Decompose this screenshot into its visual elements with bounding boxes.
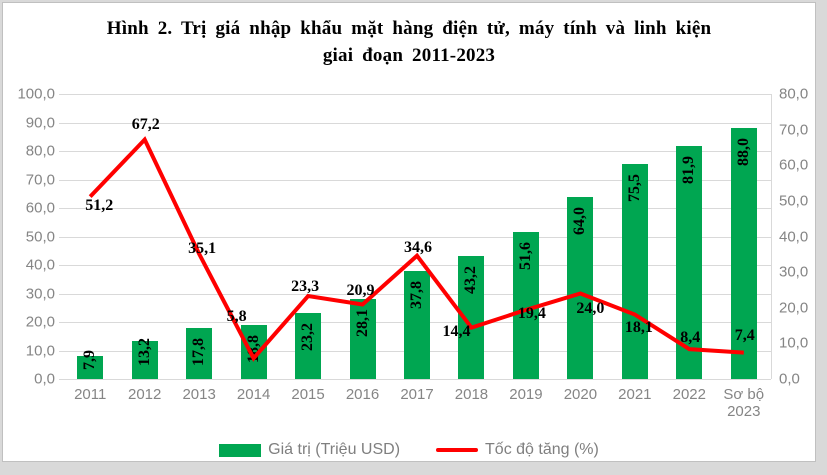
x-axis-label: 2014 — [236, 386, 271, 403]
y-axis-tick-label: 40,0 — [25, 256, 55, 274]
chart-title-line2: giai đoạn 2011-2023 — [322, 45, 496, 66]
y-axis-tick-label: 90,0 — [25, 114, 55, 131]
bar-2011 — [77, 356, 104, 379]
x-axis-label: 2013 — [182, 386, 216, 403]
gridline — [59, 236, 771, 238]
right-axis-tick-label: 80,0 — [779, 85, 809, 103]
gridline — [59, 94, 771, 95]
x-axis-label: Sơ bộ 2023 — [723, 386, 765, 420]
y-axis-tick-label: 60,0 — [25, 199, 55, 217]
x-axis-label: 2016 — [345, 386, 380, 403]
growth-line — [88, 136, 744, 362]
y-axis-tick-label: 80,0 — [25, 142, 55, 160]
growth-line-layer — [88, 136, 744, 362]
line-value-label: 23,3 — [291, 277, 320, 295]
bar-2014 — [240, 325, 267, 379]
legend-label-growth: Tốc độ tăng (%) — [485, 441, 599, 458]
right-axis-tick-label: 50,0 — [779, 192, 809, 210]
right-axis-line — [771, 94, 772, 379]
right-axis-tick-label: 0,0 — [779, 370, 800, 388]
line-value-label: 7,4 — [734, 326, 755, 344]
bar-2015 — [295, 312, 322, 379]
legend-item-growth: Tốc độ tăng (%) — [436, 441, 599, 459]
y-axis-tick-label: 20,0 — [25, 313, 55, 331]
x-axis-label: 2019 — [509, 386, 543, 403]
gridline — [59, 151, 771, 152]
chart-panel: Hình 2. Trị giá nhập khẩu mặt hàng điện … — [2, 2, 816, 462]
bar-2016 — [349, 298, 376, 379]
chart-legend: Giá trị (Triệu USD) Tốc độ tăng (%) — [3, 441, 815, 459]
x-axis-label: 2012 — [128, 386, 162, 403]
y-axis-tick-label: 70,0 — [25, 171, 55, 188]
line-series-swatch — [436, 448, 479, 452]
bar-series-swatch — [219, 443, 262, 457]
bar-2020 — [567, 196, 594, 379]
bar-Sơ bộ 2023 — [730, 128, 757, 379]
line-value-label: 20,9 — [346, 281, 375, 299]
line-value-label: 35,1 — [188, 239, 217, 257]
line-value-label: 8,4 — [680, 329, 701, 347]
chart-title: Hình 2. Trị giá nhập khẩu mặt hàng điện … — [3, 15, 815, 69]
right-axis-tick-label: 20,0 — [779, 299, 809, 317]
gridline — [59, 179, 771, 181]
right-axis-tick-label: 60,0 — [779, 156, 809, 174]
line-value-label: 24,0 — [576, 299, 605, 317]
gridline — [59, 208, 771, 209]
gridline — [59, 265, 771, 266]
right-axis-tick-label: 70,0 — [779, 121, 809, 139]
right-axis-tick-label: 10,0 — [779, 334, 809, 352]
line-value-label: 14,4 — [442, 322, 471, 340]
legend-label-value: Giá trị (Triệu USD) — [268, 441, 401, 458]
bar-2021 — [621, 163, 648, 379]
line-value-label: 67,2 — [131, 115, 160, 133]
bar-2022 — [676, 145, 703, 379]
x-axis-label: 2022 — [672, 386, 706, 403]
x-axis-label: 2018 — [454, 386, 489, 403]
y-axis-tick-label: 10,0 — [25, 342, 55, 359]
gridline — [59, 122, 771, 124]
y-axis-tick-label: 100,0 — [17, 85, 55, 103]
y-axis-tick-label: 50,0 — [25, 228, 55, 245]
line-value-label: 18,1 — [624, 318, 653, 336]
line-value-label: 51,2 — [85, 196, 114, 214]
chart-title-line1: Hình 2. Trị giá nhập khẩu mặt hàng điện … — [106, 18, 712, 39]
y-axis-tick-label: 30,0 — [25, 285, 55, 302]
gridline — [59, 379, 771, 380]
line-value-label: 19,4 — [517, 304, 546, 322]
bar-2012 — [131, 341, 158, 379]
legend-item-value: Giá trị (Triệu USD) — [219, 441, 400, 459]
x-axis-label: 2021 — [618, 386, 652, 403]
bar-2017 — [404, 271, 430, 379]
line-value-label: 34,6 — [404, 238, 432, 256]
bar-2013 — [186, 328, 213, 379]
x-axis-label: 2011 — [74, 386, 107, 403]
y-axis-tick-label: 0,0 — [34, 370, 55, 388]
x-axis-label: 2015 — [291, 386, 325, 403]
right-axis-tick-label: 40,0 — [779, 228, 809, 245]
x-axis-label: 2020 — [563, 386, 598, 403]
right-axis-tick-label: 30,0 — [779, 263, 809, 281]
line-value-label: 5,8 — [226, 308, 247, 326]
x-axis-label: 2017 — [400, 386, 434, 403]
